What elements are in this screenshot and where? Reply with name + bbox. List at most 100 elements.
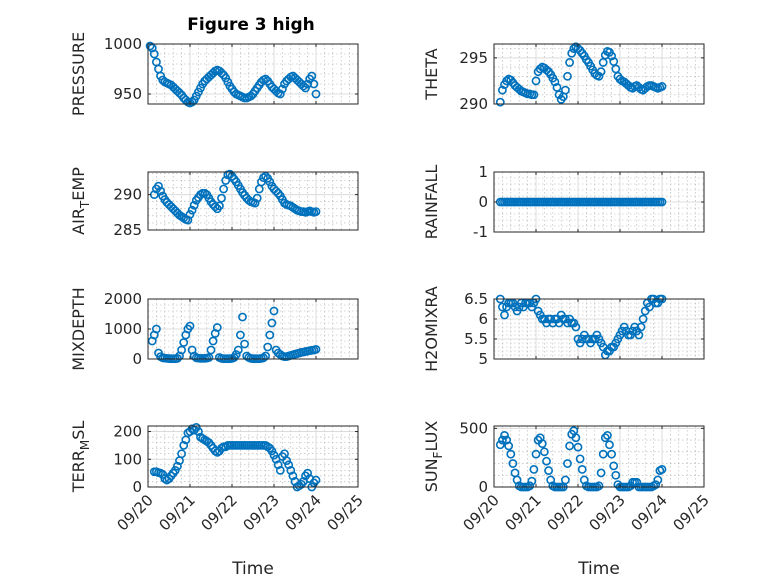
y-tick-label: 295: [459, 49, 488, 67]
data-point: [288, 471, 298, 481]
data-point: [265, 330, 275, 340]
data-point: [185, 210, 195, 219]
data-point: [261, 351, 270, 361]
data-point: [193, 427, 203, 436]
data-point: [233, 345, 243, 355]
data-point: [259, 353, 268, 363]
data-point: [191, 422, 201, 432]
data-point: [495, 97, 505, 107]
data-point: [497, 435, 507, 445]
data-point: [506, 449, 516, 459]
data-point: [607, 51, 616, 61]
data-point: [638, 314, 648, 324]
data-point: [240, 339, 249, 349]
data-point: [219, 184, 228, 194]
data-point: [603, 430, 612, 440]
y-tick-label: 0: [132, 478, 142, 496]
y-axis-label: PRESSURE: [69, 32, 88, 116]
data-points: [495, 426, 667, 492]
data-point: [634, 330, 644, 340]
data-point: [607, 449, 616, 459]
data-point: [567, 48, 577, 58]
axes-box: [493, 425, 705, 488]
data-point: [269, 306, 279, 316]
data-point: [561, 85, 570, 95]
axes-box: [147, 425, 359, 488]
y-tick-label: 2000: [104, 290, 142, 308]
data-point: [214, 201, 224, 211]
data-point: [284, 460, 294, 470]
data-point: [609, 461, 619, 471]
data-point: [500, 430, 509, 440]
data-point: [596, 468, 606, 478]
x-tick-label: 09/21: [156, 491, 199, 534]
data-point: [309, 79, 319, 89]
data-point: [217, 193, 226, 203]
data-point: [594, 71, 604, 81]
data-point: [177, 449, 186, 459]
data-point: [497, 85, 507, 95]
data-point: [542, 456, 551, 466]
data-point: [531, 449, 541, 459]
data-point: [204, 353, 214, 362]
data-point: [179, 338, 189, 347]
y-tick-label: 0: [132, 350, 142, 368]
data-point: [158, 470, 168, 479]
rainfall-panel: -1 0 1 RAINFALL: [422, 163, 705, 241]
y-tick-label: 285: [113, 221, 142, 239]
data-point: [210, 202, 220, 212]
y-tick-label: -1: [473, 223, 488, 241]
y-tick-label: 290: [113, 186, 142, 204]
data-point: [212, 323, 222, 332]
data-point: [250, 198, 260, 208]
y-axis-label: MIXDEPTH: [69, 287, 88, 370]
y-tick-label: 290: [459, 95, 488, 113]
y-axis-label: THETA: [422, 48, 441, 100]
data-point: [500, 310, 509, 320]
data-point: [303, 79, 312, 89]
mixdepth-panel: 0 1000 2000 MIXDEPTH: [69, 287, 359, 371]
data-points: [495, 42, 667, 107]
data-point: [605, 440, 614, 450]
data-point: [575, 454, 585, 464]
x-axis-label: Time: [577, 559, 620, 579]
y-tick-label: 500: [459, 419, 488, 437]
data-point: [657, 197, 667, 207]
data-point: [145, 41, 155, 51]
air-temp-panel: 285 290 AIRTEMP: [69, 167, 359, 239]
x-tick-label: 09/24: [628, 491, 671, 534]
data-point: [540, 447, 549, 457]
figure-title: Figure 3 high: [187, 15, 315, 35]
data-point: [561, 475, 570, 485]
data-point: [185, 321, 195, 331]
data-point: [269, 450, 279, 460]
data-point: [179, 441, 189, 450]
y-tick-label: 6: [478, 310, 488, 328]
data-point: [273, 460, 283, 470]
data-point: [598, 449, 608, 459]
data-point: [565, 58, 574, 67]
data-point: [537, 439, 547, 448]
data-point: [254, 184, 264, 194]
y-tick-label: 1000: [104, 35, 142, 53]
data-point: [311, 475, 321, 485]
data-point: [571, 433, 581, 443]
y-tick-label: 200: [113, 423, 142, 441]
y-tick-label: 1000: [104, 320, 142, 338]
data-point: [183, 215, 193, 225]
data-point: [657, 82, 667, 91]
data-point: [208, 336, 218, 346]
data-point: [217, 68, 226, 78]
x-tick-label: 09/23: [240, 491, 283, 534]
data-point: [611, 470, 621, 480]
data-point: [653, 475, 663, 485]
data-point: [298, 81, 308, 91]
data-point: [657, 465, 667, 474]
data-point: [307, 71, 317, 81]
h2omixra-panel: 5 5.5 6 6.5 H2OMIXRA: [422, 286, 705, 372]
x-tick-label: 09/25: [324, 491, 367, 534]
data-point: [497, 302, 507, 312]
